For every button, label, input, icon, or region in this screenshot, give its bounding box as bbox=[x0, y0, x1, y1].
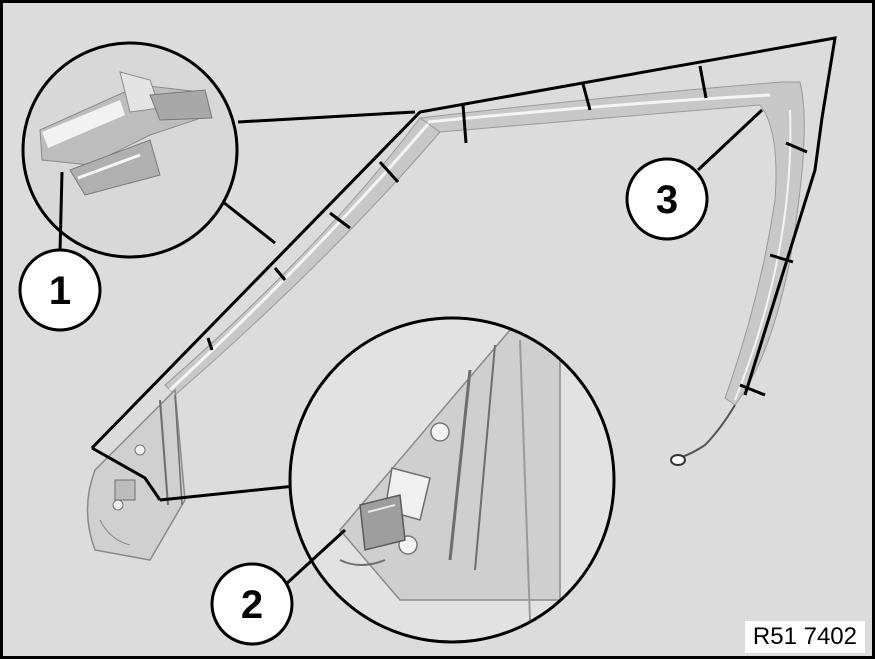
detail-circle-1 bbox=[21, 41, 416, 259]
callout-3-label: 3 bbox=[656, 178, 678, 222]
callout-3: 3 bbox=[625, 108, 764, 241]
detail-circle-2 bbox=[159, 316, 616, 644]
callout-2: 2 bbox=[210, 528, 347, 646]
window-trim-strip bbox=[164, 81, 805, 466]
callout-1-label: 1 bbox=[49, 269, 71, 313]
mirror-corner-piece bbox=[86, 388, 186, 561]
callout-1: 1 bbox=[18, 171, 102, 332]
callout-2-label: 2 bbox=[241, 583, 263, 627]
trim-outline bbox=[90, 36, 837, 501]
reference-code: R51 7402 bbox=[744, 621, 865, 653]
